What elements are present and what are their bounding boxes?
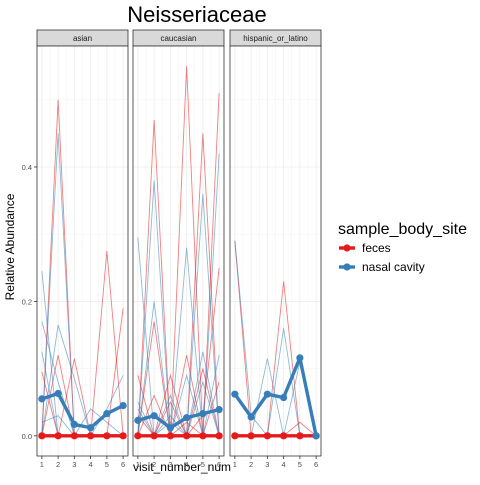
data-point	[280, 432, 288, 440]
x-tick-label: 5	[201, 460, 205, 469]
data-point	[263, 390, 271, 398]
data-point	[103, 432, 111, 440]
data-point	[296, 354, 304, 362]
panel-border	[229, 45, 322, 457]
data-point	[247, 413, 255, 421]
x-tick-label: 2	[152, 460, 156, 469]
y-tick-label: 0.2	[22, 297, 32, 306]
y-tick-label: 0.4	[22, 163, 32, 172]
individual-trace	[41, 408, 124, 437]
x-tick-label: 1	[40, 460, 44, 469]
data-point	[280, 393, 288, 402]
chart-title: Neisseriaceae	[127, 2, 266, 27]
data-point	[54, 432, 62, 440]
y-axis-label: Relative Abundance	[3, 193, 17, 300]
data-point	[38, 395, 46, 403]
x-axis-label: visit_number_num	[133, 460, 231, 474]
facet-strip-label: asian	[73, 34, 92, 43]
data-point	[312, 432, 320, 440]
legend-label: nasal cavity	[362, 260, 425, 274]
data-point	[70, 432, 78, 440]
data-point	[134, 432, 142, 440]
data-point	[134, 416, 142, 424]
x-tick-label: 2	[249, 460, 253, 469]
data-point	[103, 410, 111, 418]
x-tick-label: 5	[298, 460, 302, 469]
facet-panel-hispanic_or_latino: hispanic_or_latino 1 2 3 4 5 6	[229, 29, 322, 469]
y-tick-label: 0.0	[22, 432, 32, 441]
x-tick-label: 4	[89, 460, 93, 469]
data-point	[199, 410, 207, 418]
x-tick-label: 1	[136, 460, 140, 469]
data-point	[296, 432, 304, 440]
legend-key-point	[343, 263, 351, 271]
data-point	[87, 432, 95, 440]
data-point	[119, 432, 127, 440]
x-tick-label: 5	[105, 460, 109, 469]
legend-key-point	[343, 244, 351, 252]
legend-label: feces	[362, 241, 391, 255]
data-point	[215, 406, 223, 414]
x-tick-label: 6	[217, 460, 221, 469]
x-tick-label: 3	[168, 460, 172, 469]
data-point	[54, 389, 62, 398]
data-point	[231, 432, 239, 440]
facet-strip-label: hispanic_or_latino	[243, 34, 308, 43]
legend: sample_body_site feces nasal cavity	[338, 221, 467, 274]
facet-panel-asian: asian 1 2 3 4 5 6 0.0 0.2 0.4	[22, 29, 129, 469]
data-point	[166, 432, 174, 440]
data-point	[119, 401, 127, 410]
data-point	[263, 432, 271, 440]
data-point	[231, 390, 239, 398]
data-point	[150, 432, 158, 440]
data-point	[150, 412, 158, 420]
x-tick-label: 4	[282, 460, 286, 469]
legend-entry: feces	[339, 241, 391, 255]
x-tick-label: 6	[314, 460, 318, 469]
x-tick-label: 3	[72, 460, 76, 469]
panel-border	[132, 45, 225, 457]
data-point	[183, 432, 191, 440]
legend-entry: nasal cavity	[339, 260, 425, 274]
facet-strip-label: caucasian	[160, 34, 196, 43]
data-point	[87, 424, 95, 432]
x-tick-label: 2	[56, 460, 60, 469]
data-point	[215, 432, 223, 440]
data-point	[70, 420, 78, 429]
data-point	[183, 414, 191, 422]
x-tick-label: 4	[185, 460, 189, 469]
data-point	[247, 432, 255, 440]
series-line-nasal-cavity	[233, 356, 318, 437]
facet-panel-caucasian: caucasian 1 2 3 4 5 6	[132, 29, 225, 469]
data-point	[199, 432, 207, 440]
legend-title: sample_body_site	[338, 221, 467, 238]
data-point	[166, 424, 174, 432]
x-tick-label: 1	[233, 460, 237, 469]
panel-border	[36, 45, 129, 457]
x-tick-label: 3	[265, 460, 269, 469]
data-point	[38, 432, 46, 440]
x-tick-label: 6	[121, 460, 125, 469]
